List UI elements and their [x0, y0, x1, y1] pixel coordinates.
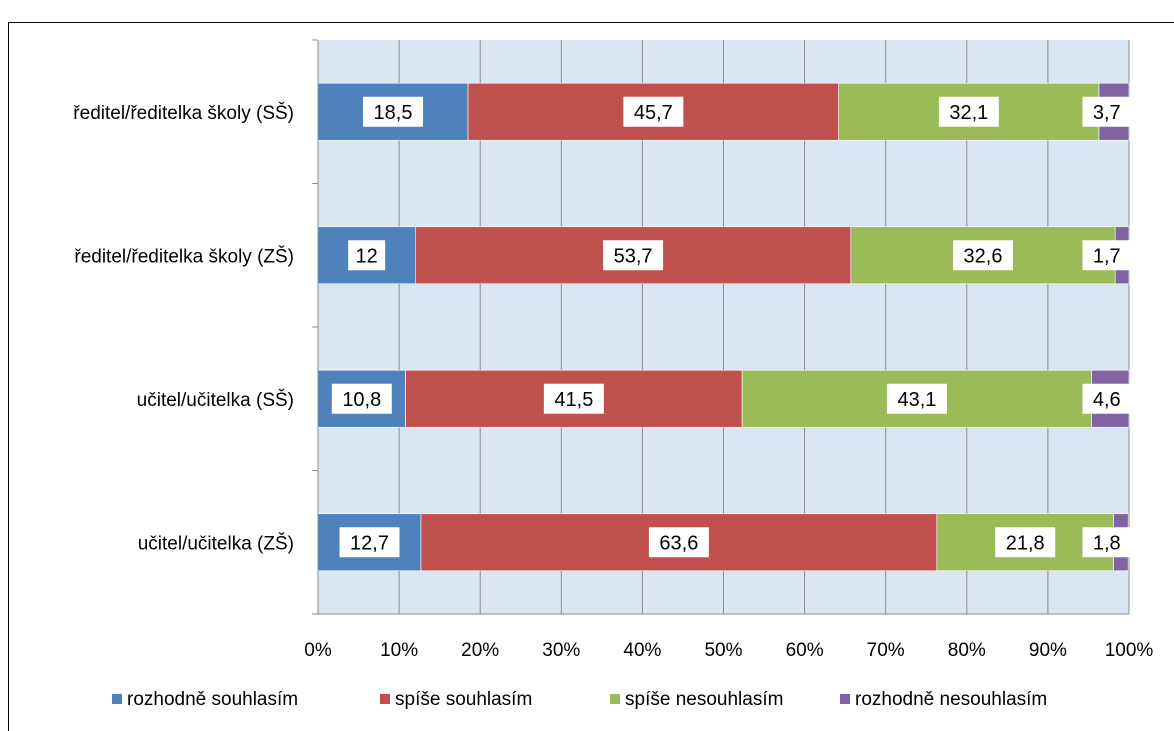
category-label: ředitel/ředitelka školy (SŠ)	[73, 102, 294, 124]
category-labels: ředitel/ředitelka školy (SŠ) ředitel/ředi…	[73, 102, 294, 555]
data-label-box	[331, 383, 392, 414]
data-label-box	[953, 240, 1014, 271]
data-label: 21,8	[1006, 532, 1045, 554]
data-label: 1,8	[1093, 532, 1121, 554]
data-label-box	[1082, 96, 1131, 127]
data-label: 32,1	[949, 102, 988, 124]
data-label: 63,6	[659, 532, 698, 554]
data-label-box	[543, 383, 604, 414]
data-label-box	[603, 240, 664, 271]
legend-swatch	[112, 694, 122, 704]
data-label: 3,7	[1093, 102, 1121, 124]
data-label-box	[1082, 527, 1131, 558]
data-label: 43,1	[897, 389, 936, 411]
legend-swatch	[380, 694, 390, 704]
data-label: 53,7	[614, 245, 653, 267]
data-label: 4,6	[1093, 389, 1121, 411]
data-label: 41,5	[554, 389, 593, 411]
x-tick-label: 0%	[304, 640, 332, 661]
category-label: ředitel/ředitelka školy (ZŠ)	[74, 245, 294, 267]
x-tick-label: 90%	[1029, 640, 1067, 661]
data-label-box	[363, 96, 424, 127]
data-label-box	[886, 383, 947, 414]
data-label-box	[648, 527, 709, 558]
x-tick-label: 80%	[948, 640, 986, 661]
data-label: 18,5	[374, 102, 413, 124]
data-label: 10,8	[342, 389, 381, 411]
x-tick-label: 100%	[1105, 640, 1154, 661]
x-tick-label: 60%	[786, 640, 824, 661]
legend-swatch	[840, 694, 850, 704]
category-label: učitel/učitelka (SŠ)	[137, 389, 294, 411]
x-tick-label: 40%	[623, 640, 661, 661]
x-tick-label: 20%	[461, 640, 499, 661]
category-label: učitel/učitelka (ZŠ)	[138, 532, 294, 554]
data-label-box	[339, 527, 400, 558]
bar-segment	[850, 226, 1116, 285]
x-tick-labels: 0% 10% 20% 30% 40% 50% 60% 70% 80% 90% 100%	[304, 640, 1153, 661]
data-label: 45,7	[634, 102, 673, 124]
x-tick-label: 10%	[380, 640, 418, 661]
data-label-box	[995, 527, 1056, 558]
data-label: 1,7	[1093, 245, 1121, 267]
axes	[312, 39, 1129, 615]
legend-swatch	[610, 694, 620, 704]
data-label-box	[1082, 240, 1131, 271]
data-label-box	[623, 96, 684, 127]
x-tick-label: 30%	[542, 640, 580, 661]
data-label-box	[1082, 383, 1131, 414]
data-labels: 18,5 45,7 32,1 3,7 12 53,7 32,6 1,7 10,8 41,5 43,1…	[331, 96, 1131, 558]
data-label: 32,6	[964, 245, 1003, 267]
data-label: 12	[356, 245, 378, 267]
x-tick-label: 50%	[704, 640, 742, 661]
legend-label: rozhodně nesouhlasím	[855, 689, 1047, 710]
x-tick-label: 70%	[867, 640, 905, 661]
legend: rozhodně souhlasím spíše souhlasím spíše n…	[112, 689, 1047, 710]
legend-label: rozhodně souhlasím	[127, 689, 298, 710]
legend-label: spíše nesouhlasím	[625, 689, 783, 710]
data-label-box	[348, 240, 386, 271]
data-label-box	[938, 96, 999, 127]
data-label: 12,7	[350, 532, 389, 554]
legend-label: spíše souhlasím	[395, 689, 532, 710]
